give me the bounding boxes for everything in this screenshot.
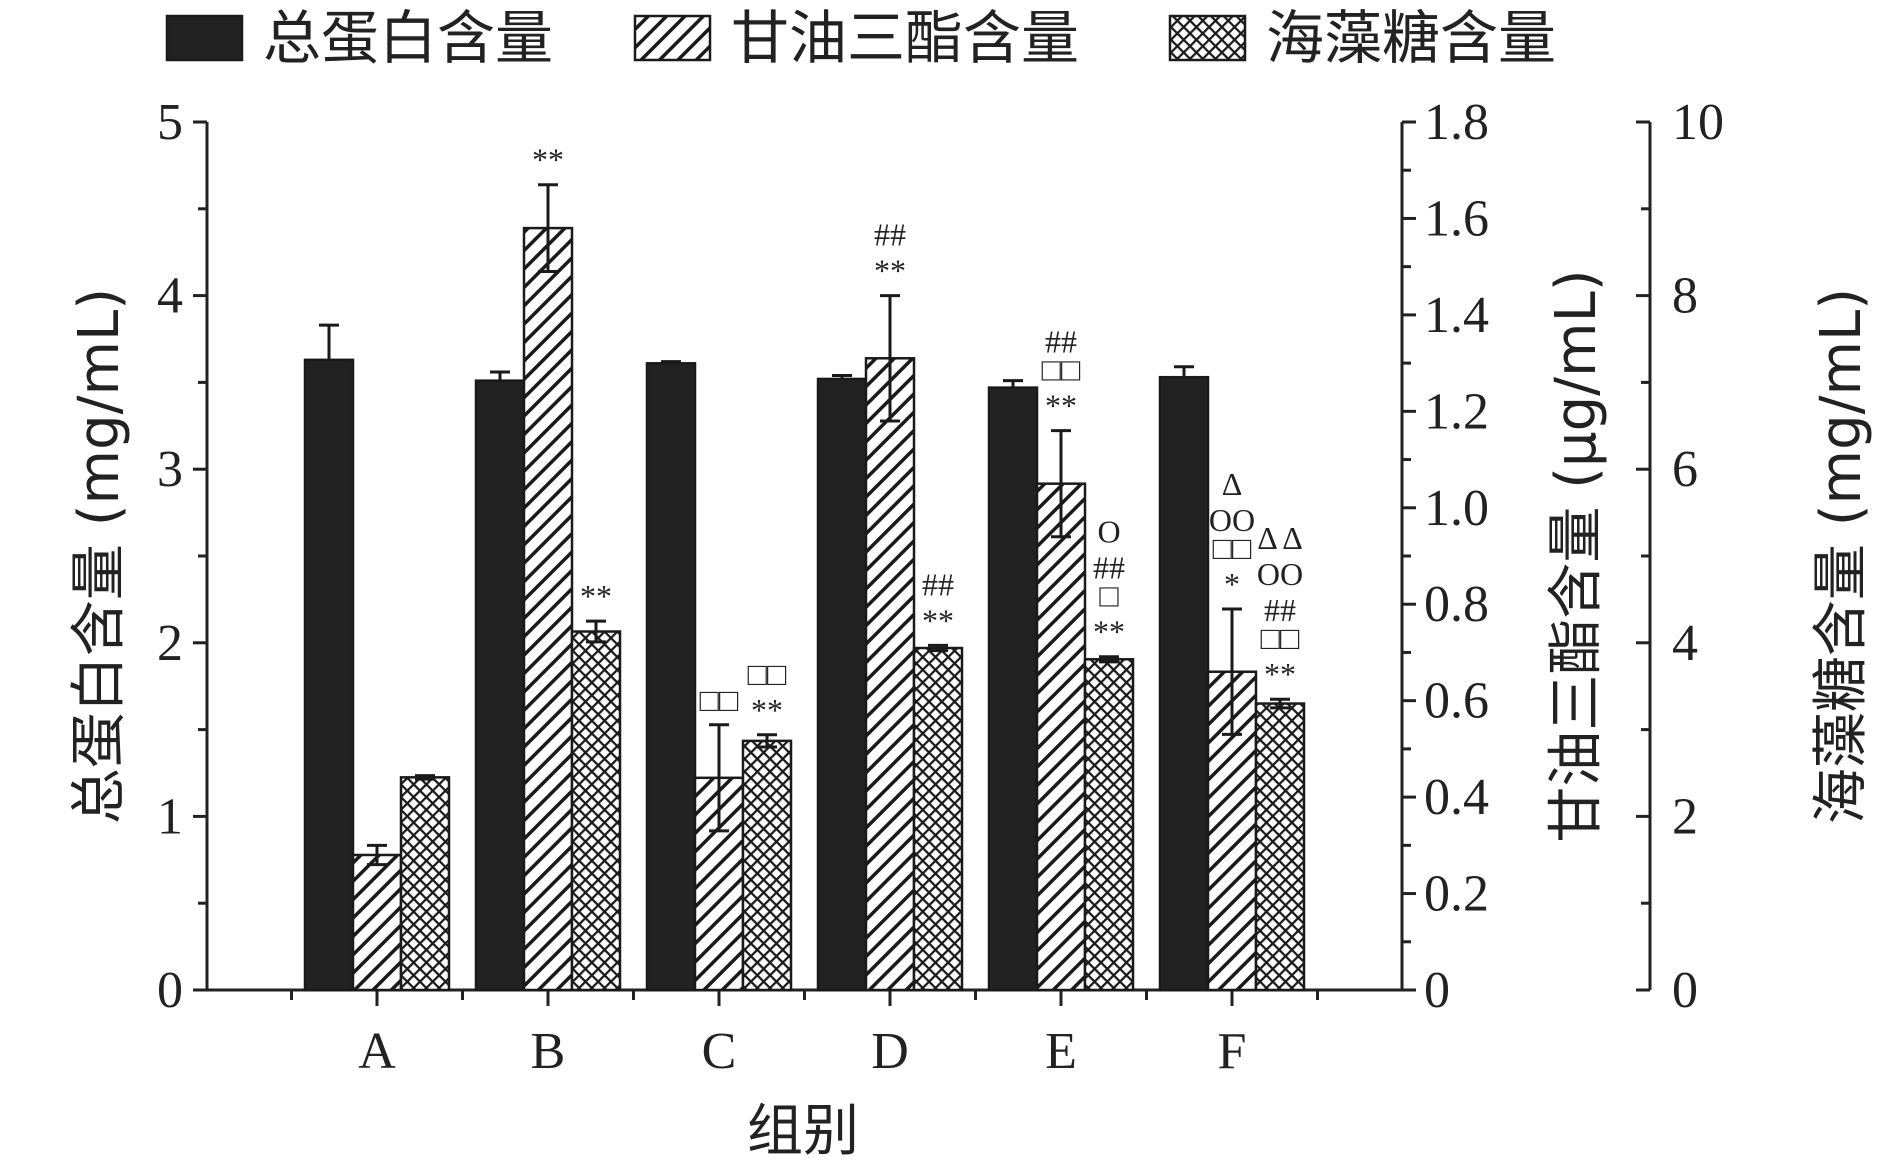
x-axis-title: 组别	[747, 1099, 859, 1164]
significance-mark: **	[922, 602, 954, 638]
significance-mark: **	[1045, 388, 1077, 424]
significance-mark: ##	[1264, 592, 1296, 628]
right2-tick-label: 0	[1672, 962, 1698, 1019]
significance-mark: **	[580, 578, 612, 614]
significance-mark: **	[532, 142, 564, 178]
significance-mark: □	[1099, 578, 1119, 614]
x-tick-label: C	[702, 1023, 737, 1080]
significance-mark: □□	[748, 656, 787, 692]
significance-mark: □□	[1261, 620, 1300, 656]
significance-mark: ##	[1045, 324, 1077, 360]
legend-label: 甘油三酯含量	[731, 4, 1079, 72]
bar-solid-E	[987, 386, 1039, 992]
right1-tick-label: 0.6	[1424, 673, 1489, 730]
annotations: **□□**##**□□##*□□OOΔ****□□**##**□##O**□□…	[532, 142, 1303, 728]
significance-mark: **	[1093, 614, 1125, 650]
right2-tick-label: 10	[1672, 94, 1724, 151]
bar-solid-D	[816, 377, 868, 992]
bar-solid-C	[645, 362, 697, 992]
left-axis-title: 总蛋白含量 (mg/mL)	[67, 288, 132, 824]
right1-tick-label: 1.4	[1424, 287, 1489, 344]
bar-hatch-A	[351, 853, 403, 992]
bar-crosshatch-D	[912, 646, 964, 992]
left-tick-label: 1	[157, 788, 183, 845]
legend-swatch-solid	[165, 14, 244, 62]
bar-crosshatch-E	[1083, 658, 1135, 992]
significance-mark: □□	[1213, 530, 1252, 566]
bar-hatch-D	[864, 357, 916, 992]
significance-mark: OO	[1209, 502, 1255, 538]
left-tick-label: 5	[157, 94, 183, 151]
right1-tick-label: 1.2	[1424, 383, 1489, 440]
right2-axis-title: 海藻糖含量 (mg/mL)	[1809, 288, 1874, 824]
legend: 总蛋白含量 甘油三酯含量 海藻糖含量	[165, 4, 1556, 72]
significance-mark: *	[1224, 566, 1240, 602]
bar-solid-F	[1158, 375, 1210, 992]
x-tick-label: E	[1045, 1023, 1077, 1080]
significance-mark: **	[874, 253, 906, 289]
bars	[303, 183, 1306, 992]
right2-tick-label: 2	[1672, 788, 1698, 845]
significance-mark: **	[751, 692, 783, 728]
bar-crosshatch-C	[741, 739, 793, 992]
axes: 0 1 2 3 4 5 0 0.2 0.4 0.6 0.8 1.0 1.2 1.4 1.6 1.8 0 2 4 6 8 1…	[67, 94, 1874, 1164]
x-tick-label: F	[1218, 1023, 1247, 1080]
right1-tick-label: 0	[1424, 962, 1450, 1019]
right1-tick-label: 0.4	[1424, 769, 1489, 826]
left-tick-label: 3	[157, 441, 183, 498]
x-tick-label: D	[871, 1023, 909, 1080]
significance-mark: Δ Δ	[1257, 520, 1303, 556]
bar-solid-A	[303, 358, 355, 992]
significance-mark: ##	[922, 566, 954, 602]
bar-hatch-E	[1035, 482, 1087, 992]
significance-mark: □□	[1042, 352, 1081, 388]
left-tick-label: 2	[157, 615, 183, 672]
significance-mark: ##	[1093, 550, 1125, 586]
significance-mark: ##	[874, 217, 906, 253]
legend-label: 海藻糖含量	[1266, 4, 1556, 72]
legend-swatch-crosshatch	[1168, 14, 1247, 62]
x-tick-label: B	[531, 1023, 566, 1080]
bar-hatch-B	[522, 226, 574, 992]
right1-tick-label: 1.0	[1424, 480, 1489, 537]
right1-axis-title: 甘油三酯含量 (μg/mL)	[1544, 269, 1609, 842]
left-tick-label: 4	[157, 268, 183, 325]
right1-tick-label: 1.8	[1424, 94, 1489, 151]
bar-crosshatch-A	[399, 776, 451, 992]
bar-solid-B	[474, 379, 526, 992]
significance-mark: □□	[700, 682, 739, 718]
significance-mark: OO	[1257, 556, 1303, 592]
right1-tick-label: 1.6	[1424, 190, 1489, 247]
significance-mark: Δ	[1222, 466, 1243, 502]
legend-swatch-hatch	[633, 14, 712, 62]
significance-mark: O	[1097, 514, 1120, 550]
bar-crosshatch-F	[1254, 702, 1306, 992]
left-tick-label: 0	[157, 962, 183, 1019]
bar-crosshatch-B	[570, 630, 622, 992]
right2-tick-label: 8	[1672, 268, 1698, 325]
x-tick-label: A	[358, 1023, 396, 1080]
right2-tick-label: 4	[1672, 615, 1698, 672]
legend-label: 总蛋白含量	[263, 4, 553, 72]
right2-tick-label: 6	[1672, 441, 1698, 498]
significance-mark: **	[1264, 656, 1296, 692]
right1-tick-label: 0.2	[1424, 866, 1489, 923]
right1-tick-label: 0.8	[1424, 576, 1489, 633]
